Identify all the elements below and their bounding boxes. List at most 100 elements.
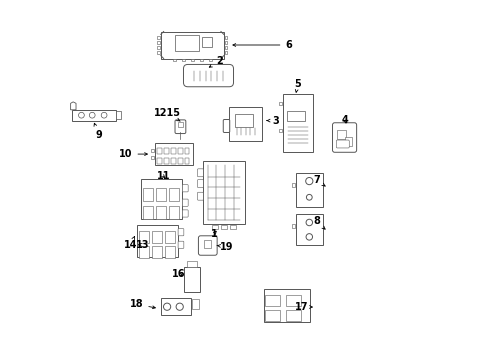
Bar xyxy=(182,59,184,62)
Text: 19: 19 xyxy=(217,242,233,252)
Bar xyxy=(292,183,294,187)
Bar xyxy=(171,148,175,154)
Bar xyxy=(178,158,182,164)
Bar xyxy=(116,111,121,119)
Bar xyxy=(184,158,189,164)
Text: 9: 9 xyxy=(94,123,102,140)
FancyBboxPatch shape xyxy=(336,140,348,148)
Bar xyxy=(169,188,179,201)
Text: 4: 4 xyxy=(341,114,347,125)
Bar xyxy=(184,148,189,154)
Bar xyxy=(161,298,191,315)
Bar xyxy=(164,148,168,154)
Bar xyxy=(224,41,227,44)
Bar xyxy=(151,246,162,258)
Text: 14: 14 xyxy=(123,237,137,250)
Circle shape xyxy=(305,177,312,185)
Bar xyxy=(212,225,218,229)
Text: 5: 5 xyxy=(294,78,301,92)
Bar xyxy=(224,46,227,49)
Text: 13: 13 xyxy=(136,240,149,250)
Bar xyxy=(203,161,244,224)
Text: 8: 8 xyxy=(312,216,325,229)
Bar xyxy=(169,206,179,219)
FancyBboxPatch shape xyxy=(198,236,217,255)
FancyBboxPatch shape xyxy=(183,64,233,87)
Bar xyxy=(204,240,211,248)
Circle shape xyxy=(305,219,312,226)
Bar xyxy=(139,246,149,258)
Bar xyxy=(285,310,301,321)
Text: 11: 11 xyxy=(157,171,170,181)
Bar xyxy=(155,143,193,165)
Bar xyxy=(171,158,175,164)
Text: 18: 18 xyxy=(129,299,155,309)
Bar xyxy=(345,137,352,146)
Bar xyxy=(139,231,149,243)
Bar xyxy=(175,35,198,51)
Text: 1: 1 xyxy=(210,229,217,239)
Circle shape xyxy=(305,234,312,240)
Bar xyxy=(157,51,160,54)
Bar xyxy=(157,36,160,39)
Text: 17: 17 xyxy=(295,302,312,312)
Bar xyxy=(178,148,182,154)
Text: 16: 16 xyxy=(172,269,185,279)
Bar xyxy=(151,231,162,243)
Text: 3: 3 xyxy=(266,116,279,126)
Bar xyxy=(263,289,310,322)
Bar xyxy=(137,225,178,257)
Bar xyxy=(229,107,261,141)
Bar xyxy=(234,114,252,127)
Bar xyxy=(295,173,322,207)
Bar xyxy=(178,122,182,127)
Bar xyxy=(157,46,160,49)
Bar xyxy=(156,188,166,201)
Bar xyxy=(264,295,280,306)
Bar xyxy=(143,188,153,201)
Bar xyxy=(150,156,154,159)
Text: 6: 6 xyxy=(232,40,291,50)
Bar xyxy=(337,130,346,139)
Text: 7: 7 xyxy=(312,175,325,186)
FancyBboxPatch shape xyxy=(197,192,203,200)
Circle shape xyxy=(176,303,183,310)
FancyBboxPatch shape xyxy=(197,180,203,188)
FancyBboxPatch shape xyxy=(175,120,185,134)
Bar xyxy=(187,261,197,266)
FancyBboxPatch shape xyxy=(332,123,356,152)
Bar xyxy=(150,149,154,152)
Bar xyxy=(72,110,115,121)
Bar xyxy=(230,225,235,229)
Bar xyxy=(285,295,301,306)
Bar xyxy=(208,59,211,62)
Circle shape xyxy=(163,303,170,310)
Bar xyxy=(279,129,282,132)
Bar xyxy=(292,224,294,228)
Bar xyxy=(201,37,211,47)
Bar xyxy=(161,32,224,59)
Bar xyxy=(157,148,162,154)
Bar xyxy=(192,299,199,309)
Bar xyxy=(224,51,227,54)
Bar xyxy=(143,206,153,219)
Polygon shape xyxy=(70,102,76,110)
Bar xyxy=(283,94,312,152)
Circle shape xyxy=(89,112,95,118)
Bar xyxy=(164,158,168,164)
Bar xyxy=(141,179,182,219)
FancyBboxPatch shape xyxy=(178,241,183,248)
Circle shape xyxy=(306,194,311,200)
Bar xyxy=(221,225,226,229)
Bar xyxy=(184,267,200,292)
Bar xyxy=(157,41,160,44)
FancyBboxPatch shape xyxy=(223,120,229,132)
Text: 1215: 1215 xyxy=(153,108,180,121)
Bar xyxy=(287,111,304,121)
FancyBboxPatch shape xyxy=(197,169,203,177)
Bar xyxy=(279,102,282,105)
Circle shape xyxy=(79,112,84,118)
Bar xyxy=(190,59,193,62)
Bar xyxy=(164,231,175,243)
Bar xyxy=(172,59,175,62)
